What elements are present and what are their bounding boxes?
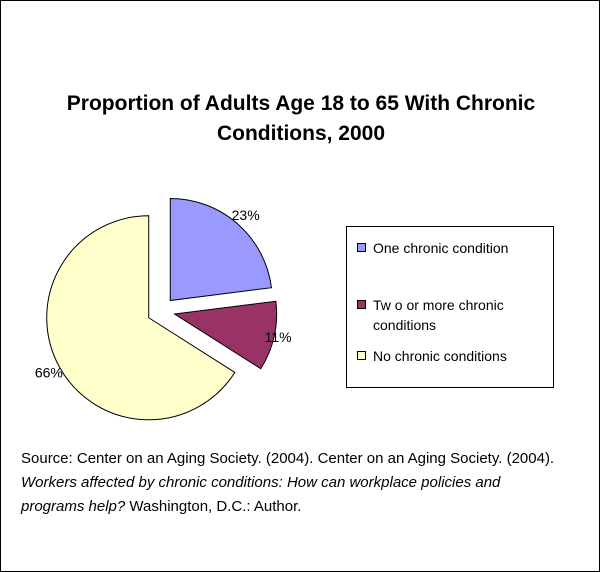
legend-label-two-or-more: Tw o or more chronic conditions [373,297,504,333]
pie-chart: 23% 11% 66% [35,197,292,421]
label-no-chronic: 66% [35,365,63,381]
legend-item-two-or-more: Tw o or more chronic conditions [357,295,547,335]
source-title: Workers affected by chronic conditions: … [21,474,501,515]
legend-label-one-chronic: One chronic condition [373,240,509,256]
chart-title: Proportion of Adults Age 18 to 65 With C… [66,92,536,145]
slice-one-chronic [169,197,273,302]
source-text: Source: Center on an Aging Society. (200… [21,450,555,467]
slice-no-chronic [46,215,236,421]
legend-label-no-chronic: No chronic conditions [373,348,507,364]
legend-swatch-one-chronic [357,243,366,252]
legend-swatch-no-chronic [357,351,366,360]
legend-item-no-chronic: No chronic conditions [357,346,547,366]
chart-legend: One chronic condition Tw o or more chron… [346,226,554,388]
legend-swatch-two-or-more [357,300,366,309]
slice-two-or-more [173,300,278,370]
label-two-or-more: 11% [265,329,292,345]
label-one-chronic: 23% [232,207,260,223]
legend-item-one-chronic: One chronic condition [357,238,547,258]
source-citation: Source: Center on an Aging Society. (200… [21,447,566,519]
source-publisher: Washington, D.C.: Author. [125,498,302,515]
